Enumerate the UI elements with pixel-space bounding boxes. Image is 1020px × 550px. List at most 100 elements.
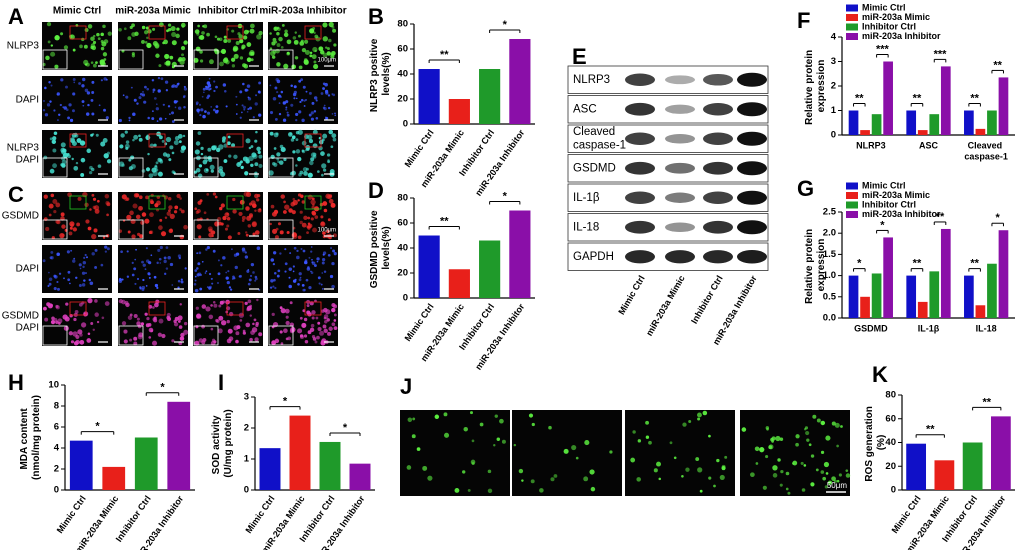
cell	[103, 153, 109, 159]
cell	[169, 145, 174, 150]
cell	[83, 279, 86, 282]
cell	[301, 118, 305, 123]
cell	[303, 105, 306, 107]
cell	[121, 321, 127, 326]
cell	[92, 63, 97, 68]
cell	[270, 279, 274, 283]
bar	[964, 110, 974, 135]
cell	[131, 52, 135, 56]
cell	[53, 209, 57, 214]
cell	[131, 164, 136, 169]
cell	[328, 198, 334, 204]
micrograph	[268, 298, 338, 346]
cell	[785, 471, 790, 476]
cell	[297, 235, 302, 240]
legend-swatch	[846, 33, 858, 40]
cell	[310, 111, 314, 115]
cell	[407, 417, 413, 423]
cell	[583, 476, 589, 482]
cell	[499, 418, 504, 424]
roi	[148, 195, 166, 210]
legend-label: miR-203a Mimic	[862, 190, 930, 200]
cell	[177, 286, 180, 289]
significance-label: **	[855, 92, 864, 104]
cell	[94, 299, 98, 303]
cell	[61, 224, 66, 229]
cell	[270, 258, 275, 262]
cell	[208, 272, 212, 276]
cell	[205, 306, 211, 312]
cell	[294, 56, 299, 60]
y-axis-label: Relative protein expression	[804, 47, 827, 125]
cell	[320, 340, 326, 346]
cell	[50, 319, 56, 325]
cell	[280, 342, 284, 345]
cell	[697, 467, 703, 473]
cell	[133, 341, 138, 346]
cell	[174, 136, 180, 141]
cell	[275, 227, 279, 231]
y-tick-label: 10	[48, 380, 59, 391]
y-tick-label: 4	[54, 443, 60, 454]
cell	[194, 207, 198, 211]
micrograph	[42, 192, 112, 240]
cell	[199, 273, 202, 277]
cell	[254, 209, 257, 212]
cell	[205, 159, 209, 162]
cell	[681, 474, 684, 478]
inset	[118, 219, 144, 240]
cell	[127, 315, 133, 320]
cell	[82, 191, 88, 198]
cell	[127, 230, 131, 234]
cell	[247, 97, 252, 101]
cell	[235, 113, 238, 115]
cell	[299, 220, 303, 225]
y-tick-label: 0	[891, 485, 896, 496]
cell	[312, 129, 318, 135]
bar	[929, 271, 940, 318]
cell	[330, 202, 336, 208]
cell	[125, 302, 130, 308]
cell	[163, 259, 167, 264]
cell	[231, 64, 236, 68]
y-axis-label: NLRP3 positive levels(%)	[369, 36, 392, 112]
cell	[119, 277, 121, 280]
cell	[252, 154, 258, 159]
inset	[193, 219, 219, 240]
bar	[479, 240, 501, 298]
cell	[283, 32, 289, 38]
cell	[222, 83, 227, 87]
bar	[418, 69, 440, 124]
cell	[133, 313, 138, 319]
cell	[254, 277, 258, 281]
cell	[233, 253, 238, 257]
cell	[322, 22, 328, 28]
cell	[217, 272, 221, 276]
cell	[310, 117, 314, 121]
cell	[291, 170, 296, 176]
y-tick-label: 20	[885, 461, 896, 472]
cell	[81, 271, 86, 275]
bar	[883, 61, 893, 135]
cell	[198, 338, 204, 343]
cell	[183, 321, 188, 326]
cell	[103, 39, 109, 44]
cell	[73, 81, 76, 84]
cell	[272, 228, 278, 234]
cell	[48, 81, 51, 84]
cell	[91, 233, 97, 240]
cell	[201, 304, 207, 309]
cell	[133, 98, 137, 102]
y-tick-label: 80	[397, 193, 408, 204]
cell	[133, 336, 138, 341]
cell	[285, 315, 289, 319]
band-label: IL-18	[573, 221, 599, 233]
cell	[298, 79, 302, 83]
cell	[91, 193, 95, 197]
cell	[241, 215, 246, 220]
cell	[199, 113, 202, 117]
y-tick-label: 80	[885, 390, 896, 401]
cell	[121, 278, 124, 281]
cell	[310, 323, 315, 328]
cell	[121, 299, 126, 305]
